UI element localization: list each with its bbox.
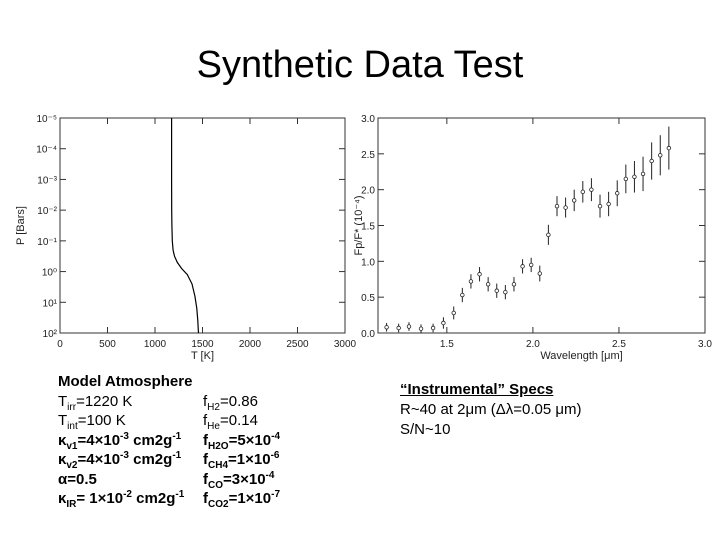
data-point [615,191,620,196]
x-tick-label: 1.5 [440,339,454,350]
data-point [537,271,542,276]
data-point [494,288,499,293]
parameter-left: κIR= 1×10-2 cm2g-1 [58,489,185,510]
data-point [396,325,401,331]
parameter-left: Tirr=1220 K [58,392,133,413]
data-point [384,325,389,330]
data-point [418,326,424,331]
data-point [640,171,646,177]
data-point [477,272,482,277]
data-point [589,187,594,192]
data-point [406,324,412,329]
x-tick-label: 500 [99,339,116,350]
y-tick-label: 10⁻¹ [37,237,57,248]
y-tick-label: 2.5 [361,150,375,161]
data-point [451,310,456,316]
y-tick-label: 2.0 [361,186,375,197]
y-tick-label: 3.0 [361,114,375,125]
data-point [623,176,629,182]
parameter-left: κv1=4×10-3 cm2g-1 [58,430,182,452]
x-tick-label: 0 [57,339,63,350]
data-point [554,203,560,209]
data-point [563,205,568,210]
x-tick-label: 2500 [286,339,309,350]
y-tick-label: 10⁻⁴ [36,145,57,156]
parameter-row: κv1=4×10-3 cm2g-1 fH2O=5×10-4 [58,430,280,452]
data-point [649,158,654,164]
x-axis-label: Wavelength [μm] [540,350,622,362]
x-tick-label: 2000 [239,339,262,350]
parameter-right: fH2O=5×10-4 [203,430,281,452]
tp-profile-line [171,118,200,334]
y-tick-label: 10⁻³ [37,175,57,186]
x-tick-label: 3.0 [698,339,712,350]
plot-frame [377,117,706,334]
data-point [460,292,465,298]
data-point [468,279,474,284]
data-point [597,203,603,209]
data-point [546,232,551,238]
x-tick-label: 1500 [191,339,214,350]
x-tick-label: 3000 [334,339,357,350]
y-tick-label: 10⁰ [42,268,57,279]
slide-title: Synthetic Data Test [196,44,524,86]
parameter-row: Tint=100 K fHe=0.14 [58,411,258,432]
instrumental-specs-snr: S/N~10 [400,421,451,438]
data-point [666,145,672,151]
y-tick-label: 10⁻² [37,206,57,217]
y-tick-label: 10² [43,329,58,340]
data-point [580,189,586,195]
parameter-row: κIR= 1×10-2 cm2g-1 fCO2=1×10-7 [58,489,280,510]
y-tick-label: 0.5 [361,293,375,304]
data-point [606,201,611,207]
x-tick-label: 1000 [144,339,167,350]
x-tick-label: 2.0 [526,339,540,350]
parameter-right: fCO=3×10-4 [203,469,275,491]
y-axis-label: Fp/F* (10⁻⁴) [353,195,365,255]
data-point [503,289,508,295]
data-point [441,320,446,326]
data-point [632,174,637,179]
data-point [430,325,436,331]
x-tick-label: 2.5 [612,339,626,350]
parameter-left: Tint=100 K [58,412,126,432]
y-tick-label: 1.5 [361,222,375,233]
data-point [658,153,663,158]
x-axis-label: T [K] [191,350,214,362]
y-axis-label: P [Bars] [15,206,27,245]
y-tick-label: 10¹ [43,298,58,309]
parameter-left: κv2=4×10-3 cm2g-1 [58,450,182,471]
parameter-row: Tirr=1220 K fH2=0.86 [58,392,258,413]
data-point [511,282,517,287]
y-tick-label: 1.0 [361,257,375,268]
instrumental-specs-header: “Instrumental” Specs [400,381,554,398]
data-point [485,282,491,287]
data-point [528,262,534,268]
instrumental-specs: “Instrumental” Specs R~40 at 2μm (Δλ=0.0… [400,380,582,440]
data-point [520,264,525,269]
parameter-row: κv2=4×10-3 cm2g-1 fCH4=1×10-6 [58,450,279,471]
y-tick-label: 10⁻⁵ [36,114,57,125]
instrumental-specs-resolution: R~40 at 2μm (Δλ=0.05 μm) [400,401,582,418]
parameter-right: fCH4=1×10-6 [203,450,280,471]
parameter-right: fHe=0.14 [203,412,258,432]
parameter-left: α=0.5 [58,470,97,488]
parameter-right: fH2=0.86 [203,392,258,413]
parameter-right: fCO2=1×10-7 [203,489,281,510]
model-atmosphere-header: Model Atmosphere [58,373,193,390]
data-point [572,198,577,203]
parameter-row: α=0.5 fCO=3×10-4 [58,470,274,490]
y-tick-label: 0.0 [361,329,375,340]
